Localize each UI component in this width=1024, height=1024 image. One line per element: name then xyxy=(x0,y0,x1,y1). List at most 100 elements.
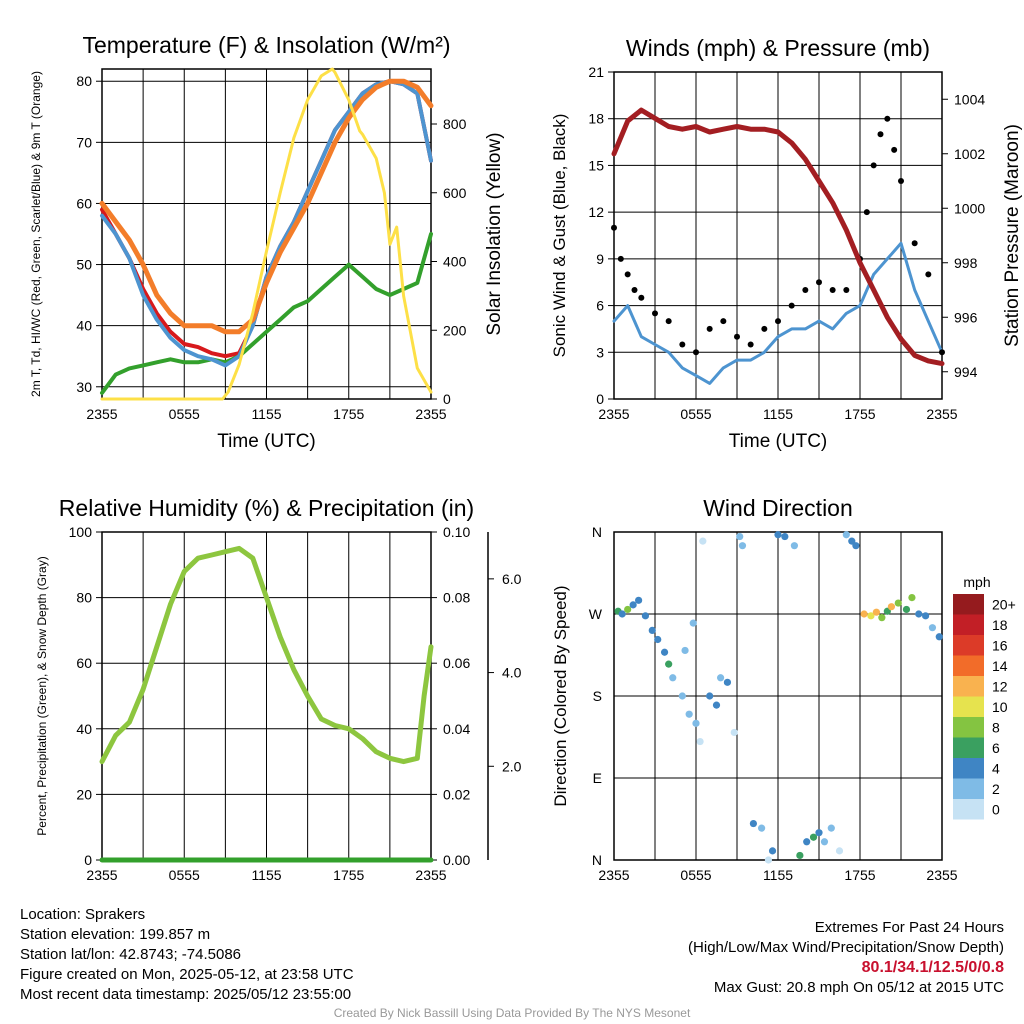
winds-y-tick-label: 21 xyxy=(588,64,604,80)
wdir-point xyxy=(689,619,697,627)
temp-y-tick-label: 30 xyxy=(76,379,92,395)
temp-y-tick-label: 70 xyxy=(76,134,92,150)
wdir-point xyxy=(736,532,744,541)
rh-x-tick-label: 0555 xyxy=(169,867,200,883)
rh-snow-axis-tick-label: 2.0 xyxy=(502,758,522,774)
wdir-legend-swatch xyxy=(953,696,984,717)
wdir-point xyxy=(872,608,881,616)
wdir-legend-label: 10 xyxy=(992,699,1008,715)
temp-x-axis-label: Time (UTC) xyxy=(217,431,316,452)
winds-y-tick-label: 15 xyxy=(588,157,604,173)
wdir-x-tick-label: 1755 xyxy=(844,867,875,883)
wdir-x-tick-label: 2355 xyxy=(598,867,629,883)
winds-gust-point xyxy=(611,224,617,231)
wdir-legend-swatch xyxy=(953,717,984,738)
winds-x-tick-label: 2355 xyxy=(926,406,957,422)
winds-gust-point xyxy=(693,349,699,356)
wdir-point xyxy=(749,819,758,828)
wdir-legend-label: 18 xyxy=(992,617,1008,633)
wdir-legend-swatch xyxy=(953,799,984,820)
station-info: Location: Sprakers Station elevation: 19… xyxy=(20,905,354,1005)
winds-y-tick-label: 12 xyxy=(588,204,604,220)
wdir-legend-label: 4 xyxy=(992,760,1000,776)
wdir-point xyxy=(915,610,923,618)
winds-gust-point xyxy=(877,131,884,138)
wdir-legend-swatch xyxy=(953,676,984,697)
credit-line: Created By Nick Bassill Using Data Provi… xyxy=(333,1006,691,1020)
temp-series-9m-t xyxy=(99,78,434,335)
wdir-point xyxy=(928,624,937,632)
wdir-legend-swatch xyxy=(953,614,984,635)
most-recent-timestamp: Most recent data timestamp: 2025/05/12 2… xyxy=(20,986,352,1003)
max-gust: Max Gust: 20.8 mph On 05/12 at 2015 UTC xyxy=(713,979,1004,996)
wdir-point xyxy=(803,838,811,846)
wdir-point xyxy=(796,851,804,860)
winds-gust-point xyxy=(898,178,904,184)
extremes-panel: Extremes For Past 24 Hours (High/Low/Max… xyxy=(688,918,1004,998)
temp-title: Temperature (F) & Insolation (W/m²) xyxy=(82,32,450,58)
winds-y-right-tick-label: 996 xyxy=(954,309,978,325)
wdir-point xyxy=(878,614,886,622)
wdir-point xyxy=(820,838,829,846)
wdir-point xyxy=(852,542,860,550)
wdir-y-tick-label: S xyxy=(593,688,602,704)
figure-created: Figure created on Mon, 2025-05-12, at 23… xyxy=(20,966,354,983)
temp-x-tick-label: 2355 xyxy=(415,406,446,422)
rh-y-right-tick-label: 0.02 xyxy=(443,786,470,802)
temp-y-right-tick-label: 0 xyxy=(443,391,451,407)
wdir-point xyxy=(692,719,700,727)
wdir-point xyxy=(922,612,930,620)
wdir-legend-swatch xyxy=(953,655,984,676)
rh-y-tick-label: 20 xyxy=(76,786,92,802)
wdir-point xyxy=(758,824,766,832)
wdir-point xyxy=(815,829,823,837)
wdir-point xyxy=(842,531,850,539)
wdir-title: Wind Direction xyxy=(703,495,853,521)
winds-y-tick-label: 6 xyxy=(596,298,604,314)
wdir-point xyxy=(624,605,632,614)
winds-x-axis-label: Time (UTC) xyxy=(729,431,828,452)
temp-y-right-axis-label: Solar Insolation (Yellow) xyxy=(484,132,505,335)
rh-y-right-tick-label: 0.10 xyxy=(443,524,470,540)
station-latlon: Station lat/lon: 42.8743; -74.5086 xyxy=(20,946,242,963)
wdir-point xyxy=(774,531,782,539)
winds-y-right-tick-label: 1002 xyxy=(954,146,985,162)
temp-series-solar-insolation xyxy=(100,67,433,401)
winds-y-right-tick-label: 998 xyxy=(954,255,978,271)
wdir-point xyxy=(660,648,669,656)
rh-series-relative-humidity xyxy=(99,545,434,765)
winds-gust-point xyxy=(617,255,624,262)
winds-gust-point xyxy=(788,302,795,309)
rh-y-tick-label: 60 xyxy=(76,655,92,671)
winds-y-right-axis-label: Station Pressure (Maroon) xyxy=(1002,124,1023,347)
winds-gust-point xyxy=(863,209,870,216)
winds-series-sonic-wind xyxy=(612,241,944,385)
rh-y-tick-label: 80 xyxy=(76,590,92,606)
winds-gust-point xyxy=(884,115,891,122)
winds-gust-point xyxy=(624,271,631,278)
rh-title: Relative Humidity (%) & Precipitation (i… xyxy=(59,495,474,521)
wdir-point xyxy=(935,633,943,641)
rh-x-tick-label: 2355 xyxy=(86,867,117,883)
rh-y-tick-label: 0 xyxy=(84,852,92,868)
rh-x-tick-label: 1755 xyxy=(333,867,364,883)
winds-title: Winds (mph) & Pressure (mb) xyxy=(626,35,930,61)
winds-gust-point xyxy=(802,287,809,293)
rh-snow-axis-tick-label: 4.0 xyxy=(502,665,522,681)
temp-y-axis-label: 2m T, Td, HI/WC (Red, Green, Scarlet/Blu… xyxy=(29,71,43,397)
wdir-point xyxy=(681,646,689,655)
rh-y-right-tick-label: 0.08 xyxy=(443,590,470,606)
wdir-y-tick-label: E xyxy=(593,770,602,786)
wdir-point xyxy=(860,610,868,618)
winds-gust-point xyxy=(775,318,781,325)
winds-y-tick-label: 0 xyxy=(596,391,604,407)
wdir-x-tick-label: 1155 xyxy=(763,867,793,883)
winds-x-tick-label: 0555 xyxy=(680,406,711,422)
winds-x-tick-label: 1755 xyxy=(844,406,875,422)
temp-y-right-tick-label: 200 xyxy=(443,322,467,338)
wdir-point xyxy=(678,692,686,700)
winds-y-right-tick-label: 1000 xyxy=(954,200,985,216)
wdir-point xyxy=(641,612,650,620)
wdir-legend-label: 8 xyxy=(992,719,1000,735)
